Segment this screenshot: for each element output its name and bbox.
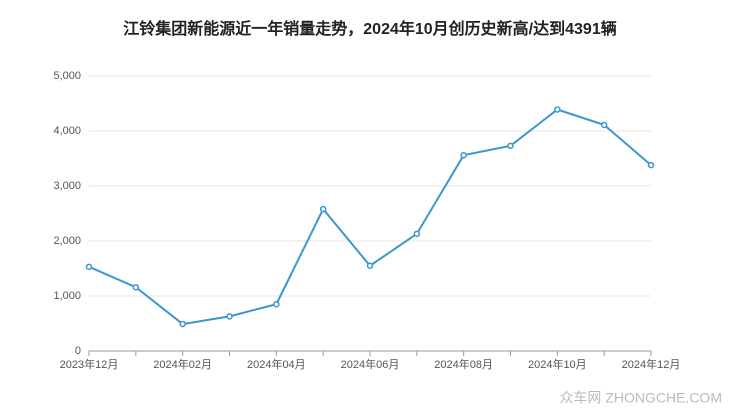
- line: [88, 108, 652, 326]
- point: [132, 283, 140, 291]
- point: [413, 230, 421, 238]
- point: [507, 142, 514, 150]
- point: [366, 262, 374, 269]
- point: [647, 161, 655, 169]
- y-tick-label: 4,000: [53, 125, 81, 137]
- point: [273, 301, 280, 308]
- y-tick-label: 5,000: [53, 70, 81, 82]
- x-tick-label: 2024年02月: [153, 357, 212, 371]
- x-tick-label: 2024年10月: [528, 357, 587, 371]
- x-tick-label: 2024年12月: [622, 357, 681, 371]
- y-tick-label: 0: [75, 345, 81, 357]
- x-tick-label: 2023年12月: [60, 357, 119, 371]
- x-tick-label: 2024年08月: [434, 357, 493, 371]
- point: [460, 151, 467, 159]
- y-tick-label: 3,000: [53, 180, 81, 192]
- point: [179, 320, 186, 328]
- chart-title: 江铃集团新能源近一年销量走势，2024年10月创历史新高/达到4391辆: [123, 19, 616, 38]
- y-tick-label: 1,000: [53, 290, 81, 302]
- point: [226, 313, 233, 320]
- point: [319, 205, 327, 213]
- point: [600, 121, 608, 129]
- watermark: 众车网 ZHONGCHE.COM: [559, 390, 722, 406]
- x-tick-label: 2024年04月: [247, 357, 306, 371]
- point: [85, 263, 93, 271]
- x-tick-label: 2024年06月: [341, 357, 400, 371]
- point: [554, 106, 561, 113]
- y-tick-label: 2,000: [53, 235, 81, 247]
